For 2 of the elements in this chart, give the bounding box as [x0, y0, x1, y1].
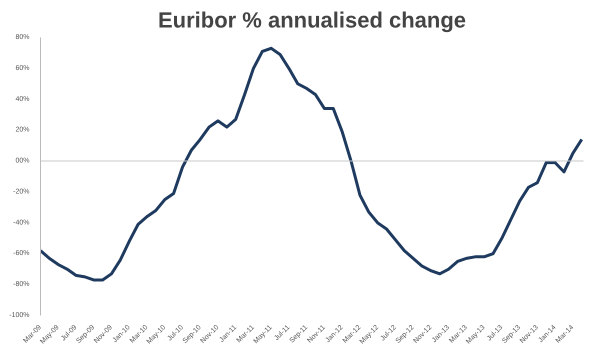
- chart-title: Euribor % annualised change: [158, 8, 466, 32]
- line-series: [40, 46, 584, 282]
